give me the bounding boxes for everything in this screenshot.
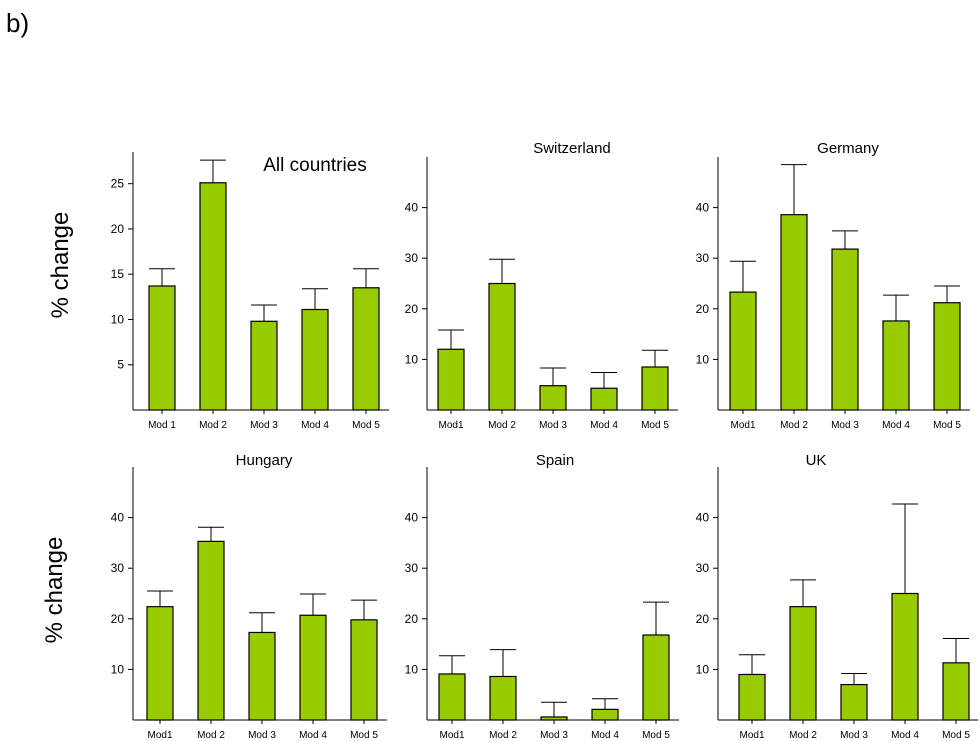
category-label: Mod 1 xyxy=(148,420,176,431)
y-axis-label: % change xyxy=(47,212,74,319)
bar xyxy=(780,214,808,411)
y-tick-label: 20 xyxy=(111,222,125,236)
category-label: Mod 3 xyxy=(840,730,868,741)
y-tick-label: 30 xyxy=(405,561,419,575)
category-label: Mod1 xyxy=(147,730,172,741)
category-label: Mod1 xyxy=(739,730,764,741)
bar xyxy=(248,631,276,721)
y-tick-label: 10 xyxy=(111,662,125,676)
y-tick-label: 20 xyxy=(696,302,710,316)
category-label: Mod 3 xyxy=(250,420,278,431)
category-label: Mod 4 xyxy=(590,420,618,431)
bar xyxy=(738,673,766,721)
y-tick-label: 40 xyxy=(696,511,710,525)
y-tick-label: 10 xyxy=(696,352,710,366)
bar xyxy=(789,606,817,721)
category-label: Mod 3 xyxy=(248,730,276,741)
category-label: Mod1 xyxy=(439,730,464,741)
category-label: Mod 4 xyxy=(882,420,910,431)
y-axis-label: % change xyxy=(41,537,68,644)
bar xyxy=(301,308,329,411)
category-label: Mod 2 xyxy=(489,730,517,741)
chart-title: Switzerland xyxy=(533,140,611,157)
category-label: Mod 2 xyxy=(197,730,225,741)
y-tick-label: 20 xyxy=(405,612,419,626)
bar xyxy=(489,675,517,721)
y-tick-label: 30 xyxy=(111,561,125,575)
bar xyxy=(840,683,868,721)
category-label: Mod 5 xyxy=(641,420,669,431)
category-label: Mod 4 xyxy=(591,730,619,741)
y-tick-label: 30 xyxy=(405,251,419,265)
category-label: Mod 2 xyxy=(199,420,227,431)
y-tick-label: 10 xyxy=(405,662,419,676)
bar xyxy=(438,673,466,721)
bar xyxy=(488,282,516,411)
y-tick-label: 20 xyxy=(696,612,710,626)
category-label: Mod 5 xyxy=(942,730,970,741)
bar xyxy=(539,385,567,411)
y-tick-label: 30 xyxy=(696,251,710,265)
bar xyxy=(299,614,327,721)
bar xyxy=(197,540,225,721)
category-label: Mod 5 xyxy=(350,730,378,741)
y-tick-label: 15 xyxy=(111,267,125,281)
category-label: Mod 5 xyxy=(352,420,380,431)
bar xyxy=(641,366,669,411)
chart-title: Germany xyxy=(817,140,879,157)
y-tick-label: 40 xyxy=(405,511,419,525)
bar xyxy=(642,634,670,721)
y-tick-label: 40 xyxy=(696,201,710,215)
bar xyxy=(891,592,919,721)
y-tick-label: 20 xyxy=(111,612,125,626)
category-label: Mod 5 xyxy=(642,730,670,741)
bar xyxy=(437,348,465,411)
y-tick-label: 10 xyxy=(111,312,125,326)
bar xyxy=(148,285,176,411)
category-label: Mod 4 xyxy=(299,730,327,741)
bar xyxy=(933,302,961,411)
category-label: Mod 3 xyxy=(831,420,859,431)
y-tick-label: 40 xyxy=(111,511,125,525)
bar xyxy=(146,606,174,721)
bar xyxy=(352,287,380,411)
category-label: Mod 4 xyxy=(891,730,919,741)
y-tick-label: 20 xyxy=(405,302,419,316)
category-label: Mod 3 xyxy=(539,420,567,431)
y-tick-label: 5 xyxy=(117,358,124,372)
bar xyxy=(729,291,757,411)
bar xyxy=(350,619,378,721)
category-label: Mod 2 xyxy=(789,730,817,741)
panel-label: b) xyxy=(6,8,30,38)
chart-title: Hungary xyxy=(236,452,293,469)
category-label: Mod1 xyxy=(438,420,463,431)
bar xyxy=(831,248,859,411)
bar xyxy=(250,320,278,411)
y-tick-label: 10 xyxy=(405,352,419,366)
category-label: Mod1 xyxy=(730,420,755,431)
bar xyxy=(882,320,910,411)
category-label: Mod 2 xyxy=(488,420,516,431)
y-tick-label: 10 xyxy=(696,662,710,676)
y-tick-label: 30 xyxy=(696,561,710,575)
category-label: Mod 5 xyxy=(933,420,961,431)
category-label: Mod 3 xyxy=(540,730,568,741)
category-label: Mod 2 xyxy=(780,420,808,431)
bar xyxy=(591,708,619,721)
bar xyxy=(540,716,568,721)
bar xyxy=(942,662,970,721)
y-tick-label: 25 xyxy=(111,177,125,191)
category-label: Mod 4 xyxy=(301,420,329,431)
bar xyxy=(590,387,618,411)
bar xyxy=(199,182,227,411)
chart-title: All countries xyxy=(263,155,367,176)
y-tick-label: 40 xyxy=(405,201,419,215)
chart-title: UK xyxy=(806,452,827,469)
chart-title: Spain xyxy=(536,452,574,469)
